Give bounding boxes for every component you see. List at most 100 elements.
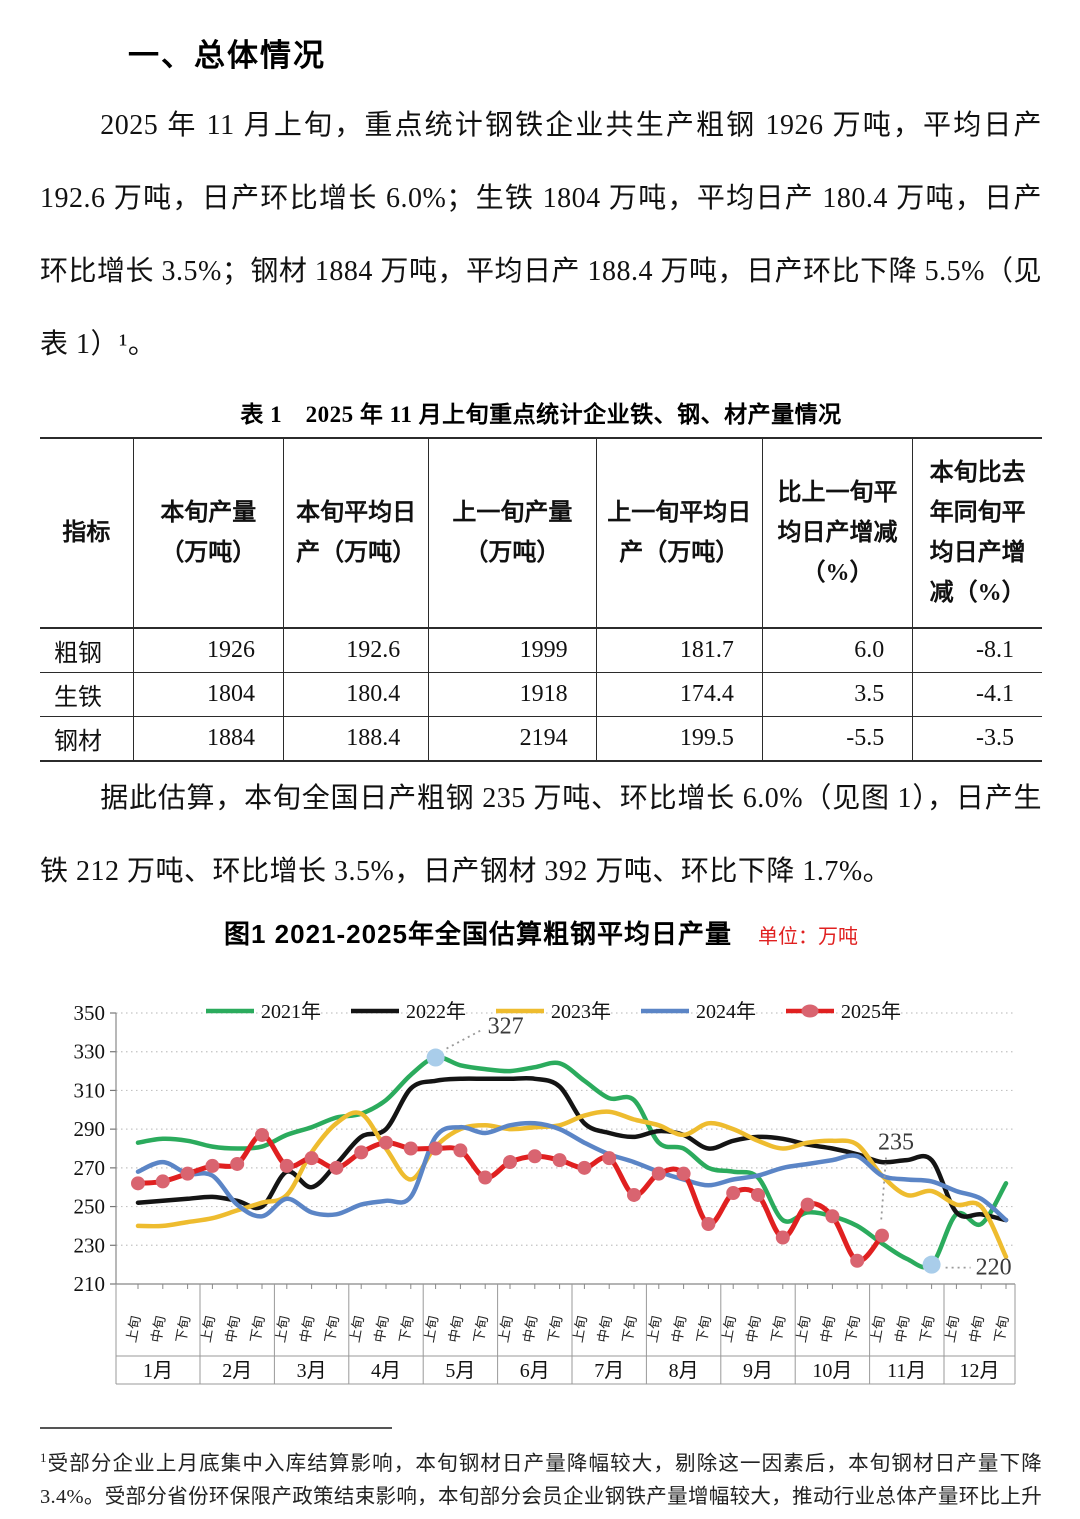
annotation-leader xyxy=(880,1157,887,1223)
series-line-2023年 xyxy=(135,1109,1009,1260)
x-period-label: 下旬 xyxy=(397,1315,416,1344)
month-label: 7月 xyxy=(594,1360,624,1382)
x-period-label: 中旬 xyxy=(446,1315,465,1344)
footnote: 1受部分企业上月底集中入库结算影响，本旬钢材日产量降幅较大，剔除这一因素后，本旬… xyxy=(40,1427,1042,1519)
col-header-change-vs-lastyear: 本旬比去年同旬平均日产增减（%） xyxy=(912,438,1042,629)
series-marker-2025年 xyxy=(627,1187,641,1202)
x-period-label: 中旬 xyxy=(297,1315,316,1344)
x-period-label: 上旬 xyxy=(570,1315,589,1344)
table-title: 表 1 2025 年 11 月上旬重点统计企业铁、钢、材产量情况 xyxy=(240,402,842,427)
series-marker-2025年 xyxy=(155,1174,170,1189)
series-marker-2025年 xyxy=(304,1151,319,1166)
month-label: 3月 xyxy=(297,1360,327,1382)
cell-value: 2194 xyxy=(428,716,597,761)
footnote-body: 受部分企业上月底集中入库结算影响，本旬钢材日产量降幅较大，剔除这一因素后，本旬钢… xyxy=(40,1452,1042,1519)
series-marker-2025年 xyxy=(775,1230,790,1245)
month-label: 10月 xyxy=(812,1360,852,1382)
x-period-label: 中旬 xyxy=(223,1315,242,1344)
series-line-2024年 xyxy=(135,1120,1009,1223)
cell-value: -3.5 xyxy=(976,725,1014,751)
series-marker-2025年 xyxy=(676,1166,691,1181)
y-tick-label: 350 xyxy=(74,1001,106,1025)
x-period-label: 中旬 xyxy=(893,1315,912,1344)
x-period-label: 上旬 xyxy=(868,1315,887,1344)
series-marker-2025年 xyxy=(701,1216,716,1231)
series-marker-2025年 xyxy=(403,1141,418,1156)
x-period-label: 下旬 xyxy=(843,1315,862,1344)
cell-value: 192.6 xyxy=(283,628,430,673)
x-period-label: 中旬 xyxy=(818,1315,837,1344)
x-period-label: 下旬 xyxy=(620,1315,639,1344)
cell-value: 181.7 xyxy=(596,628,763,673)
cell-value: 174.4 xyxy=(596,672,763,717)
series-marker-2025年 xyxy=(527,1149,542,1164)
series-marker-2025年 xyxy=(800,1197,815,1212)
y-tick-label: 330 xyxy=(74,1040,106,1064)
table-header-row: 指标 本旬产量（万吨） 本旬平均日产（万吨） 上一旬产量（万吨） 上一旬平均日产… xyxy=(40,438,1042,629)
cell-value: 199.5 xyxy=(596,716,763,761)
month-label: 4月 xyxy=(371,1360,401,1382)
paragraph-overview: 2025 年 11 月上旬，重点统计钢铁企业共生产粗钢 1926 万吨，平均日产… xyxy=(40,110,1042,360)
legend-label-2021年: 2021年 xyxy=(261,1000,321,1023)
row-label-pig-iron: 生铁 xyxy=(40,672,134,717)
table-row: 生铁 1804 180.4 1918 174.4 3.5 -4.1 xyxy=(40,672,1042,717)
series-marker-2025年 xyxy=(651,1166,666,1181)
x-period-label: 中旬 xyxy=(744,1315,763,1344)
cell-value: 188.4 xyxy=(283,716,430,761)
month-label: 9月 xyxy=(743,1360,773,1382)
series-marker-2025年 xyxy=(453,1143,468,1158)
x-period-label: 上旬 xyxy=(421,1315,440,1344)
chart-title: 图1 2021-2025年全国估算粗钢平均日产量 xyxy=(223,919,733,949)
series-marker-2025年 xyxy=(850,1253,865,1268)
x-period-label: 上旬 xyxy=(273,1315,292,1344)
series-marker-2025年 xyxy=(577,1160,592,1175)
col-header-prev-output: 上一旬产量（万吨） xyxy=(428,438,597,629)
col-header-change-vs-prev: 比上一旬平均日产增减（%） xyxy=(762,438,914,629)
legend-label-2024年: 2024年 xyxy=(696,1000,756,1023)
series-marker-2025年 xyxy=(602,1151,617,1166)
row-label-crude-steel: 粗钢 xyxy=(40,628,134,673)
figure-1: 图1 2021-2025年全国估算粗钢平均日产量 单位：万吨 210 230 250… xyxy=(40,914,1042,1401)
y-tick-label: 310 xyxy=(74,1078,106,1102)
cell-value: 180.4 xyxy=(283,672,430,717)
month-label: 8月 xyxy=(669,1360,699,1382)
legend-label-2023年: 2023年 xyxy=(551,1000,611,1023)
legend-label-2025年: 2025年 xyxy=(841,1000,901,1023)
x-period-label: 下旬 xyxy=(545,1315,564,1344)
x-period-label: 上旬 xyxy=(645,1315,664,1344)
table-row: 粗钢 1926 192.6 1999 181.7 6.0 -8.1 xyxy=(40,628,1042,673)
legend-label-2022年: 2022年 xyxy=(406,1000,466,1023)
x-period-label: 中旬 xyxy=(149,1315,168,1344)
y-tick-label: 210 xyxy=(74,1272,106,1296)
footnote-marker: 1 xyxy=(40,1450,47,1465)
highlight-dot xyxy=(426,1048,445,1067)
x-period-label: 中旬 xyxy=(595,1315,614,1344)
paragraph-estimate: 据此估算，本旬全国日产粗钢 235 万吨、环比增长 6.0%（见图 1），日产生… xyxy=(40,783,1042,887)
y-tick-label: 230 xyxy=(74,1233,106,1257)
col-header-prev-daily-avg: 上一旬平均日产（万吨） xyxy=(596,438,763,629)
y-tick-label: 290 xyxy=(74,1117,106,1141)
series-marker-2025年 xyxy=(379,1135,393,1150)
month-label: 6月 xyxy=(520,1360,550,1382)
table-row: 钢材 1884 188.4 2194 199.5 -5.5 -3.5 xyxy=(40,716,1042,761)
x-period-label: 中旬 xyxy=(521,1315,540,1344)
series-marker-2025年 xyxy=(503,1155,517,1170)
row-label-steel-products: 钢材 xyxy=(40,716,134,761)
x-period-label: 下旬 xyxy=(173,1315,192,1344)
cell-value: -4.1 xyxy=(912,672,1042,717)
series-line-2021年 xyxy=(135,1055,1009,1270)
series-line-2022年 xyxy=(135,1075,1009,1223)
x-period-label: 上旬 xyxy=(124,1315,143,1344)
series-marker-2025年 xyxy=(428,1141,443,1156)
cell-value: 3.5 xyxy=(762,672,914,717)
x-period-label: 上旬 xyxy=(347,1315,366,1344)
cell-value: -5.5 xyxy=(762,716,914,761)
series-marker-2025年 xyxy=(751,1187,765,1202)
series-marker-2025年 xyxy=(875,1228,889,1243)
month-label: 1月 xyxy=(143,1360,173,1382)
month-label: 2月 xyxy=(222,1360,252,1382)
annotation-327: 327 xyxy=(488,1014,524,1040)
col-header-current-output: 本旬产量（万吨） xyxy=(133,438,284,629)
